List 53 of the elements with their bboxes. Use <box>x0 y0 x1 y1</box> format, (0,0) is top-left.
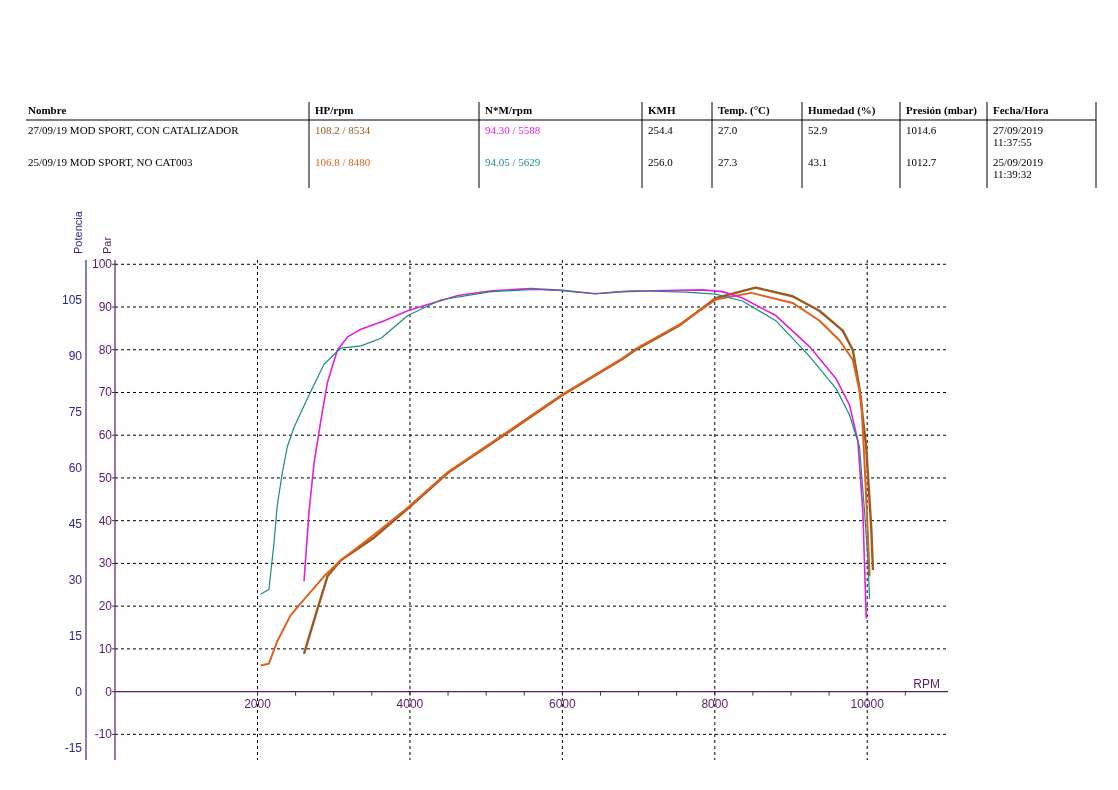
text: Humedad (%) <box>808 104 876 117</box>
text: 25/09/19 MOD SPORT, NO CAT003 <box>28 156 193 168</box>
x-tick-label: 2000 <box>244 696 272 711</box>
text: 27.3 <box>718 156 738 168</box>
text: 94.30 / 5588 <box>485 124 541 136</box>
text: 27/09/2019 11:37:55 <box>993 124 1044 148</box>
y2-tick-label: 75 <box>68 404 83 419</box>
y2-tick-label: 90 <box>68 348 83 363</box>
text: 27/09/19 MOD SPORT, CON CATALIZADOR <box>28 124 240 136</box>
text: 106.8 / 8480 <box>315 156 371 168</box>
text: 254.4 <box>648 124 674 136</box>
y-tick-label: 40 <box>98 513 113 528</box>
y-tick-label: 60 <box>98 428 113 443</box>
y2-tick-label: 60 <box>68 460 83 475</box>
text: 1012.7 <box>906 156 937 168</box>
text: KMH <box>648 104 676 116</box>
text: HP/rpm <box>315 104 354 116</box>
y-tick-label: 70 <box>98 385 113 400</box>
x-tick-label: 10000 <box>850 696 885 711</box>
y-tick-label: 90 <box>98 300 113 315</box>
y-tick-label: 10 <box>98 641 113 656</box>
text: 25/09/2019 11:39:32 <box>993 156 1044 180</box>
y2-tick-label: -15 <box>64 740 83 755</box>
y-tick-label: -10 <box>94 727 113 742</box>
y2-tick-label: 0 <box>75 684 83 699</box>
text: 27.0 <box>718 124 738 136</box>
text: Presión (mbar) <box>906 104 978 117</box>
x-tick-label: 4000 <box>396 696 424 711</box>
y-tick-label: 100 <box>91 257 113 272</box>
y-tick-label: 50 <box>98 470 113 485</box>
text: 108.2 / 8534 <box>315 124 371 136</box>
y-tick-label: 30 <box>98 556 113 571</box>
text: Fecha/Hora <box>993 104 1050 116</box>
y2-tick-label: 15 <box>68 628 83 643</box>
y-tick-label: 20 <box>98 599 113 614</box>
text: 94.05 / 5629 <box>485 156 541 168</box>
x-tick-label: 6000 <box>549 696 577 711</box>
text: N*M/rpm <box>485 104 533 116</box>
text: 43.1 <box>808 156 828 168</box>
text: 256.0 <box>648 156 674 168</box>
x-tick-label: 8000 <box>701 696 729 711</box>
x-axis-title: RPM <box>913 676 940 691</box>
y2-tick-label: 30 <box>68 572 83 587</box>
text: Nombre <box>28 104 67 116</box>
text: 1014.6 <box>906 124 937 136</box>
text: 52.9 <box>808 124 828 136</box>
y2-tick-label: 105 <box>61 292 83 307</box>
text: Temp. (°C) <box>718 104 770 117</box>
y2-axis-title: Potencia <box>72 210 84 254</box>
y-axis-title: Par <box>101 236 113 254</box>
y-tick-label: 0 <box>105 684 113 699</box>
y-tick-label: 80 <box>98 342 113 357</box>
y2-tick-label: 45 <box>68 516 83 531</box>
